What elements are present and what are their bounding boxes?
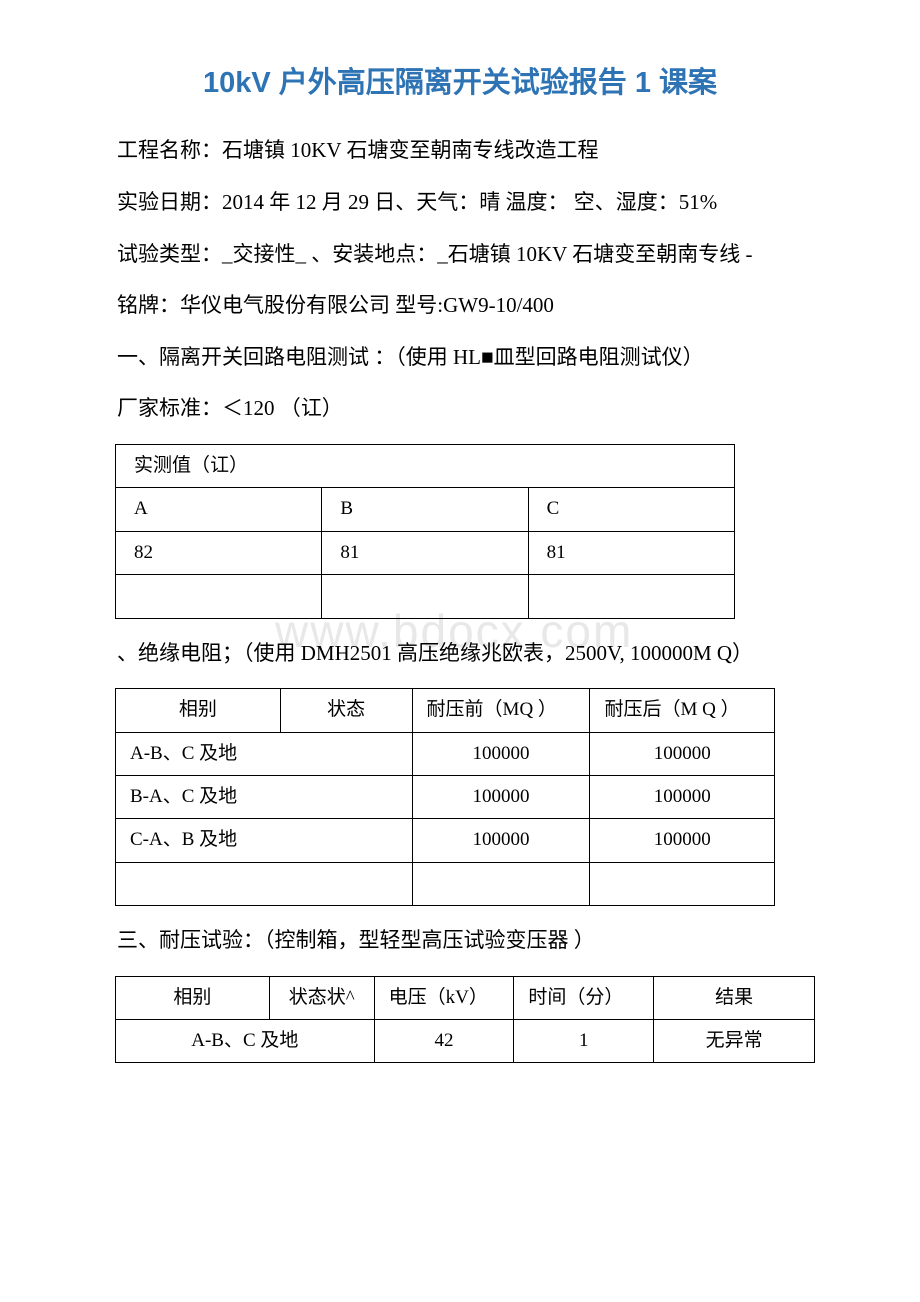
table-cell: 82 [116,531,322,574]
table-cell: 100000 [590,732,775,775]
table-row: C-A、B 及地 100000 100000 [116,819,775,862]
table-cell: 100000 [590,819,775,862]
test-type-para: 试验类型：_交接性_ 、安装地点：_石塘镇 10KV 石塘变至朝南专线 - [75,238,845,272]
table-cell: 100000 [590,775,775,818]
table-cell: C-A、B 及地 [116,819,413,862]
table-row: A-B、C 及地 100000 100000 [116,732,775,775]
table-row: A-B、C 及地 42 1 无异常 [116,1020,815,1063]
standard-para: 厂家标准：＜120 （讧） [75,392,845,426]
table-header-span: 实测值（讧） [116,444,735,487]
document-page: www.bdocx.com 10kV 户外高压隔离开关试验报告 1 课案 工程名… [75,60,845,1063]
table-cell [412,862,590,905]
table-cell: B [322,488,528,531]
table-cell: C [528,488,734,531]
loop-resistance-table: 实测值（讧） A B C 82 81 81 [115,444,735,619]
table-cell [322,575,528,618]
table-header: 耐压前（MQ ） [412,689,590,732]
table-row: 实测值（讧） [116,444,735,487]
table-header: 电压（kV） [374,976,514,1019]
table-cell: 100000 [412,819,590,862]
withstand-voltage-table: 相别 状态状^ 电压（kV） 时间（分） 结果 A-B、C 及地 42 1 无异… [115,976,815,1064]
table-header: 状态 [280,689,412,732]
table-header: 结果 [654,976,815,1019]
table-header: 耐压后（M Q ） [590,689,775,732]
table-cell: 100000 [412,775,590,818]
table-row: 相别 状态状^ 电压（kV） 时间（分） 结果 [116,976,815,1019]
table-cell [590,862,775,905]
section1-para: 一、隔离开关回路电阻测试 ：（使用 HL■皿型回路电阻测试仪） [75,341,845,375]
table-cell: 81 [322,531,528,574]
table-row: 相别 状态 耐压前（MQ ） 耐压后（M Q ） [116,689,775,732]
table-header: 时间（分） [514,976,654,1019]
table-cell: A-B、C 及地 [116,1020,375,1063]
table-cell [116,862,413,905]
table-header: 相别 [116,976,270,1019]
table-header: 状态状^ [269,976,374,1019]
section3-para: 三、耐压试验：（控制箱，型轻型高压试验变压器 ） [75,924,845,958]
table-row [116,575,735,618]
nameplate-para: 铭牌：华仪电气股份有限公司 型号:GW9-10/400 [75,289,845,323]
table-cell: 100000 [412,732,590,775]
table-row: A B C [116,488,735,531]
table-cell: B-A、C 及地 [116,775,413,818]
section2-para: 、绝缘电阻；（使用 DMH2501 高压绝缘兆欧表，2500V, 100000M… [75,637,845,671]
document-title: 10kV 户外高压隔离开关试验报告 1 课案 [75,60,845,106]
table-cell: 42 [374,1020,514,1063]
date-weather-para: 实验日期：2014 年 12 月 29 日、天气：晴 温度： 空、湿度：51% [75,186,845,220]
table-row: 82 81 81 [116,531,735,574]
table-cell: A-B、C 及地 [116,732,413,775]
table-cell [528,575,734,618]
project-name-para: 工程名称：石塘镇 10KV 石塘变至朝南专线改造工程 [75,134,845,168]
table-cell [116,575,322,618]
table-cell: 无异常 [654,1020,815,1063]
insulation-resistance-table: 相别 状态 耐压前（MQ ） 耐压后（M Q ） A-B、C 及地 100000… [115,688,775,906]
table-row [116,862,775,905]
table-header: 相别 [116,689,281,732]
table-cell: A [116,488,322,531]
table-cell: 81 [528,531,734,574]
table-cell: 1 [514,1020,654,1063]
table-row: B-A、C 及地 100000 100000 [116,775,775,818]
